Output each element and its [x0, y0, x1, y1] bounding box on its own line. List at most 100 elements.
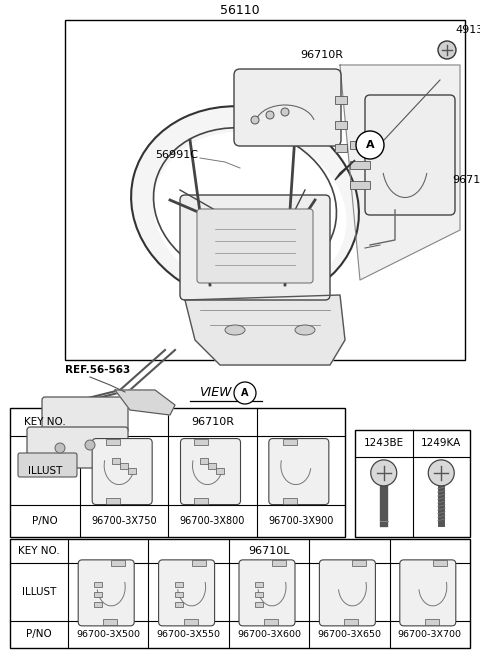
Bar — [192, 560, 205, 566]
Text: A: A — [241, 388, 249, 398]
Bar — [255, 602, 263, 607]
FancyBboxPatch shape — [27, 427, 128, 468]
Text: P/NO: P/NO — [26, 629, 52, 639]
Bar — [350, 161, 370, 169]
Bar — [352, 560, 366, 566]
Text: ILLUST: ILLUST — [22, 587, 56, 597]
Ellipse shape — [131, 106, 359, 304]
Bar — [283, 439, 297, 445]
Bar — [175, 602, 182, 607]
Text: 96700-3X750: 96700-3X750 — [91, 516, 157, 526]
FancyBboxPatch shape — [18, 453, 77, 477]
Bar — [106, 439, 120, 445]
Bar — [106, 498, 120, 504]
Circle shape — [251, 116, 259, 124]
Bar — [184, 619, 198, 625]
Bar — [94, 592, 102, 597]
Text: 56110: 56110 — [220, 3, 260, 16]
Ellipse shape — [225, 325, 245, 335]
Bar — [350, 141, 370, 149]
Text: P/NO: P/NO — [32, 516, 58, 526]
Bar — [335, 96, 347, 104]
Circle shape — [234, 382, 256, 404]
Bar — [175, 582, 182, 587]
Bar — [216, 468, 225, 474]
Bar — [175, 592, 182, 597]
FancyBboxPatch shape — [400, 560, 456, 626]
Ellipse shape — [295, 325, 315, 335]
Text: 96700-3X700: 96700-3X700 — [398, 630, 462, 639]
Bar — [111, 560, 125, 566]
Bar — [65, 20, 465, 360]
Polygon shape — [185, 295, 345, 365]
Bar — [94, 602, 102, 607]
Text: 96700-3X500: 96700-3X500 — [76, 630, 140, 639]
Bar — [208, 462, 216, 468]
FancyBboxPatch shape — [92, 439, 152, 504]
Text: 96700-3X900: 96700-3X900 — [268, 516, 334, 526]
Circle shape — [428, 460, 454, 486]
Ellipse shape — [154, 132, 347, 294]
Bar — [112, 458, 120, 464]
Text: 96700-3X550: 96700-3X550 — [156, 630, 221, 639]
FancyBboxPatch shape — [78, 560, 134, 626]
Bar — [128, 468, 136, 474]
Polygon shape — [340, 65, 460, 280]
Polygon shape — [115, 390, 175, 415]
Text: 96710R: 96710R — [300, 50, 343, 60]
Bar — [335, 144, 347, 152]
Text: 96710R: 96710R — [191, 417, 234, 427]
FancyBboxPatch shape — [42, 397, 128, 433]
Text: ILLUST: ILLUST — [28, 466, 62, 476]
Bar — [255, 582, 263, 587]
Text: 49139: 49139 — [455, 25, 480, 35]
Bar — [10, 408, 345, 537]
Text: A: A — [366, 140, 374, 150]
Bar — [94, 582, 102, 587]
FancyBboxPatch shape — [180, 439, 240, 504]
Text: 96710L: 96710L — [248, 546, 290, 556]
Text: KEY NO.: KEY NO. — [18, 546, 60, 556]
Bar — [194, 498, 208, 504]
FancyBboxPatch shape — [319, 560, 375, 626]
FancyBboxPatch shape — [239, 560, 295, 626]
Bar — [264, 619, 278, 625]
Bar — [103, 619, 117, 625]
Circle shape — [371, 460, 397, 486]
Polygon shape — [335, 160, 355, 180]
Text: KEY NO.: KEY NO. — [24, 417, 66, 427]
FancyBboxPatch shape — [269, 439, 329, 504]
Circle shape — [281, 108, 289, 116]
Text: REF.56-563: REF.56-563 — [65, 365, 130, 375]
Bar — [433, 560, 447, 566]
Text: 96700-3X600: 96700-3X600 — [237, 630, 301, 639]
Bar — [350, 181, 370, 189]
FancyBboxPatch shape — [158, 560, 215, 626]
Text: 96700-3X800: 96700-3X800 — [180, 516, 245, 526]
FancyBboxPatch shape — [365, 95, 455, 215]
Text: 96710L: 96710L — [452, 175, 480, 185]
Bar — [345, 619, 359, 625]
Bar — [425, 619, 439, 625]
Text: 1249KA: 1249KA — [421, 438, 461, 449]
FancyBboxPatch shape — [180, 195, 330, 300]
Circle shape — [266, 111, 274, 119]
Bar — [335, 121, 347, 129]
Bar — [283, 498, 297, 504]
Circle shape — [55, 443, 65, 453]
Circle shape — [438, 41, 456, 59]
Bar — [120, 462, 128, 468]
Text: VIEW: VIEW — [199, 386, 231, 400]
FancyBboxPatch shape — [197, 209, 313, 283]
Bar — [10, 539, 470, 648]
Bar — [355, 430, 470, 537]
Text: 56991C: 56991C — [155, 150, 198, 160]
Text: 1243BE: 1243BE — [364, 438, 404, 449]
Text: 96700-3X650: 96700-3X650 — [317, 630, 382, 639]
Circle shape — [85, 440, 95, 450]
Bar — [272, 560, 286, 566]
Bar — [201, 458, 208, 464]
FancyBboxPatch shape — [234, 69, 341, 146]
Circle shape — [356, 131, 384, 159]
Bar — [255, 592, 263, 597]
